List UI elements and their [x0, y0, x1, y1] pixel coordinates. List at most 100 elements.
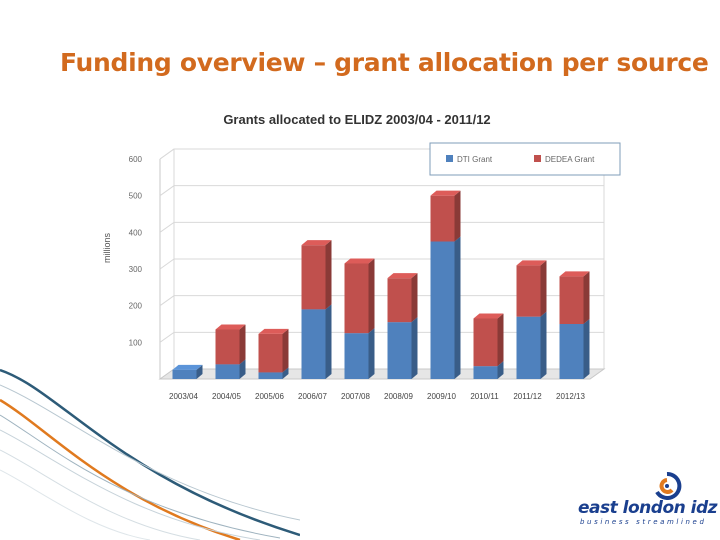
bar-segment — [344, 328, 375, 379]
bar-segment — [301, 304, 332, 379]
bar-top — [387, 273, 418, 279]
bar-side — [368, 258, 375, 334]
bar-segment — [430, 190, 461, 242]
x-tick-label: 2010/11 — [470, 392, 499, 401]
decorative-swoosh — [0, 368, 300, 540]
bar-top — [473, 313, 504, 319]
y-axis-label: millions — [102, 233, 112, 264]
bar-side — [196, 364, 203, 379]
x-tick-label: 2007/08 — [341, 392, 370, 401]
bar-segment — [473, 313, 504, 367]
bars-layer — [172, 190, 590, 379]
bar-front — [387, 278, 412, 323]
bar-side — [540, 311, 547, 379]
bar-side — [282, 328, 289, 373]
bar-side — [497, 313, 504, 367]
idz-swirl-icon — [655, 472, 682, 500]
bar-segment — [258, 328, 289, 373]
bar-segment — [559, 271, 590, 324]
y-tick-labels: 100 200 300 400 500 600 — [129, 155, 143, 347]
legend-swatch-dedea — [534, 155, 541, 162]
x-tick-label: 2003/04 — [169, 392, 198, 401]
bar-side — [239, 324, 246, 365]
legend-swatch-dti — [446, 155, 453, 162]
slide-title: Funding overview – grant allocation per … — [60, 48, 709, 77]
bar-segment — [387, 273, 418, 323]
bar-side — [583, 319, 590, 379]
bar-side — [325, 240, 332, 310]
bar-segment — [301, 240, 332, 310]
x-tick-label: 2005/06 — [255, 392, 284, 401]
bar-front — [516, 265, 541, 317]
legend-box — [429, 142, 621, 176]
bar-segment — [516, 311, 547, 379]
bar-front — [473, 318, 498, 367]
y-tick-label: 200 — [129, 302, 143, 311]
bar-front — [559, 276, 584, 324]
x-tick-label: 2011/12 — [513, 392, 542, 401]
x-tick-label: 2004/05 — [212, 392, 241, 401]
bar-front — [344, 263, 369, 334]
y-tick-label: 400 — [129, 228, 143, 237]
y-tick-label: 600 — [129, 155, 143, 164]
bar-segment — [215, 324, 246, 365]
bar-segment — [387, 317, 418, 379]
chart-legend: DTI Grant DEDEA Grant — [429, 142, 621, 176]
bar-side — [411, 273, 418, 323]
legend-label-dti: DTI Grant — [457, 155, 493, 164]
bar-segment — [430, 236, 461, 379]
bar-segment — [344, 258, 375, 334]
bar-front — [258, 333, 283, 373]
bar-top — [559, 271, 590, 277]
bar-front — [430, 195, 455, 242]
bar-front — [301, 245, 326, 310]
bar-segment — [559, 319, 590, 379]
bar-side — [540, 260, 547, 317]
bar-front — [473, 366, 498, 379]
x-tick-label: 2012/13 — [556, 392, 585, 401]
bar-front — [430, 241, 455, 379]
bar-side — [325, 304, 332, 379]
y-tick-label: 300 — [129, 265, 143, 274]
bar-front — [172, 369, 197, 379]
bar-top — [215, 324, 246, 330]
bar-top — [172, 364, 203, 370]
bar-front — [215, 364, 240, 379]
x-tick-label: 2009/10 — [427, 392, 456, 401]
east-london-idz-logo: east london idz business streamlined — [568, 470, 718, 530]
bar-front — [344, 333, 369, 379]
bar-side — [368, 328, 375, 379]
bar-top — [258, 328, 289, 334]
bar-side — [282, 367, 289, 379]
bar-side — [454, 190, 461, 242]
bar-side — [583, 271, 590, 324]
legend-label-dedea: DEDEA Grant — [545, 155, 595, 164]
bar-front — [559, 324, 584, 379]
bar-side — [411, 317, 418, 379]
x-tick-label: 2006/07 — [298, 392, 327, 401]
bar-front — [215, 329, 240, 365]
bar-front — [387, 322, 412, 379]
x-tick-label: 2008/09 — [384, 392, 413, 401]
chart-title: Grants allocated to ELIDZ 2003/04 - 2011… — [223, 112, 490, 127]
bar-top — [430, 190, 461, 196]
grid-line — [159, 295, 604, 307]
grid-line — [159, 258, 604, 270]
bar-top — [344, 258, 375, 264]
bar-front — [301, 309, 326, 379]
grid-line — [159, 221, 604, 233]
bar-front — [258, 372, 283, 379]
grid-line — [159, 185, 604, 197]
bar-segment — [172, 364, 203, 379]
bar-top — [301, 240, 332, 246]
bar-segment — [516, 260, 547, 317]
y-tick-label: 100 — [129, 338, 143, 347]
logo-name: east london idz — [578, 498, 718, 518]
bar-side — [454, 236, 461, 379]
logo-tagline: business streamlined — [580, 518, 707, 526]
bar-front — [516, 316, 541, 379]
y-tick-label: 500 — [129, 192, 143, 201]
x-tick-labels: 2003/04 2004/05 2005/06 2006/07 2007/08 2008/… — [169, 392, 585, 401]
grid-line — [159, 331, 604, 343]
bar-side — [497, 361, 504, 379]
